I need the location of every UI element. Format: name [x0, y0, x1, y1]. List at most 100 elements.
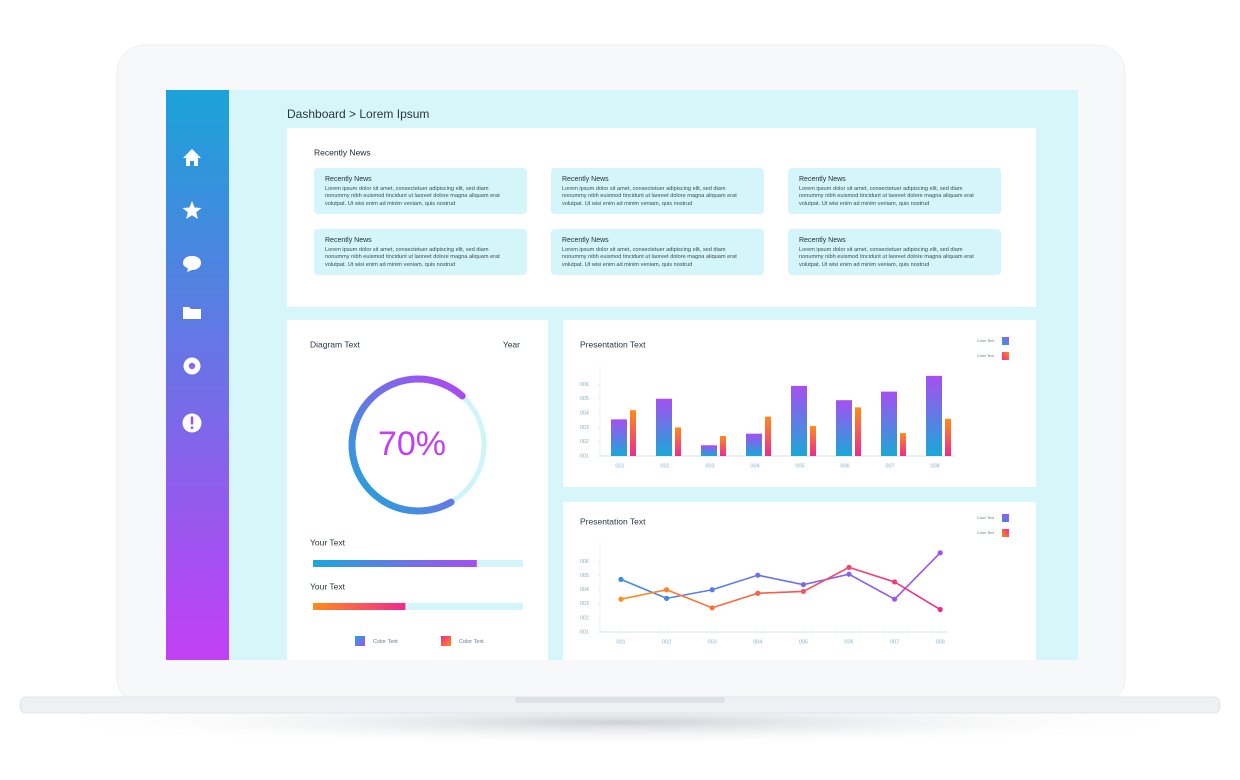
legend-swatch — [441, 636, 451, 646]
bar — [656, 398, 672, 456]
point — [892, 596, 898, 602]
news-card-title: Recently News — [799, 237, 846, 244]
y-tick-label: 004 — [580, 587, 589, 593]
progress-fill — [313, 560, 477, 567]
progress-label: Your Text — [310, 537, 346, 547]
laptop-notch — [515, 697, 725, 703]
news-card[interactable]: Recently News Lorem ipsum dolor sit amet,… — [314, 229, 527, 275]
news-card[interactable]: Recently News Lorem ipsum dolor sit amet,… — [551, 168, 764, 214]
point — [755, 590, 761, 596]
chat-icon[interactable] — [183, 256, 201, 272]
x-tick-label: 001 — [615, 463, 624, 469]
bar — [611, 419, 627, 456]
bar — [791, 385, 807, 456]
point — [755, 572, 761, 578]
news-title: Recently News — [314, 147, 371, 157]
bar — [701, 445, 717, 456]
sidebar — [166, 90, 229, 660]
news-card[interactable]: Recently News Lorem ipsum dolor sit amet,… — [551, 229, 764, 275]
alert-icon[interactable] — [182, 413, 202, 433]
news-card-text: Lorem ipsum dolor sit amet, consectetuer… — [799, 186, 974, 207]
news-card[interactable]: Recently News Lorem ipsum dolor sit amet,… — [314, 168, 527, 214]
bar — [746, 433, 762, 456]
news-card-text: Lorem ipsum dolor sit amet, consectetuer… — [325, 247, 500, 268]
x-tick-label: 006 — [844, 639, 853, 645]
y-tick-label: 002 — [580, 439, 589, 445]
chart-title: Presentation Text — [580, 516, 646, 526]
point — [846, 571, 852, 577]
point — [800, 588, 807, 595]
x-tick-label: 005 — [799, 639, 808, 645]
gear-icon[interactable] — [183, 357, 201, 375]
y-tick-label: 006 — [580, 559, 589, 565]
point — [709, 587, 715, 593]
donut-arc — [348, 375, 466, 515]
bar — [836, 400, 852, 456]
point — [664, 587, 670, 593]
bar — [630, 410, 636, 456]
diagram-period[interactable]: Year — [503, 339, 520, 349]
line — [620, 566, 941, 611]
legend-label: Color Text — [977, 531, 995, 535]
x-tick-label: 004 — [753, 639, 762, 645]
home-icon[interactable] — [183, 149, 201, 166]
news-card-title: Recently News — [799, 176, 846, 183]
bar — [675, 427, 681, 456]
point — [800, 582, 807, 588]
legend-label: Color Text — [373, 639, 398, 645]
bar — [810, 425, 816, 456]
point — [664, 595, 670, 601]
news-card-title: Recently News — [325, 237, 372, 244]
y-tick-label: 003 — [580, 425, 589, 431]
line-panel — [563, 502, 1036, 660]
point — [846, 564, 852, 570]
y-tick-label: 006 — [580, 382, 589, 388]
y-tick-label: 002 — [580, 615, 589, 621]
news-card-title: Recently News — [562, 176, 609, 183]
bar — [720, 435, 726, 456]
y-tick-label: 004 — [580, 411, 589, 417]
bar — [900, 433, 906, 456]
x-tick-label: 004 — [750, 463, 759, 469]
x-tick-label: 003 — [708, 639, 717, 645]
x-tick-label: 002 — [660, 463, 669, 469]
y-tick-label: 001 — [580, 629, 589, 635]
y-tick-label: 001 — [580, 453, 589, 459]
bar — [945, 418, 951, 456]
legend-swatch — [1002, 529, 1009, 537]
point — [937, 550, 943, 556]
diagram-title: Diagram Text — [310, 339, 361, 349]
progress-fill — [313, 603, 406, 610]
news-card-title: Recently News — [562, 237, 609, 244]
news-card-text: Lorem ipsum dolor sit amet, consectetuer… — [799, 247, 974, 268]
news-card-text: Lorem ipsum dolor sit amet, consectetuer… — [325, 186, 500, 207]
y-tick-label: 005 — [580, 396, 589, 402]
star-icon[interactable] — [182, 201, 202, 219]
breadcrumb[interactable]: Dashboard > Lorem Ipsum — [287, 107, 429, 121]
folder-icon[interactable] — [183, 307, 201, 319]
news-card-title: Recently News — [325, 176, 372, 183]
point — [618, 576, 624, 583]
x-tick-label: 001 — [616, 639, 625, 645]
legend-swatch — [1002, 337, 1009, 345]
x-tick-label: 008 — [936, 639, 945, 645]
news-card[interactable]: Recently News Lorem ipsum dolor sit amet,… — [788, 229, 1001, 275]
y-tick-label: 005 — [580, 573, 589, 579]
point — [892, 579, 898, 585]
news-card[interactable]: Recently News Lorem ipsum dolor sit amet,… — [788, 168, 1001, 214]
point — [937, 606, 943, 613]
line — [620, 552, 941, 601]
news-panel — [287, 128, 1036, 307]
legend-label: Color Text — [977, 354, 995, 358]
x-tick-label: 006 — [840, 463, 849, 469]
sidebar-icons — [182, 149, 202, 433]
progress-track — [313, 603, 523, 610]
x-tick-label: 003 — [705, 463, 714, 469]
news-card-text: Lorem ipsum dolor sit amet, consectetuer… — [562, 247, 737, 268]
news-card-text: Lorem ipsum dolor sit amet, consectetuer… — [562, 186, 737, 207]
legend-label: Color Text — [977, 339, 995, 343]
x-tick-label: 002 — [662, 639, 671, 645]
progress-label: Your Text — [310, 581, 346, 591]
